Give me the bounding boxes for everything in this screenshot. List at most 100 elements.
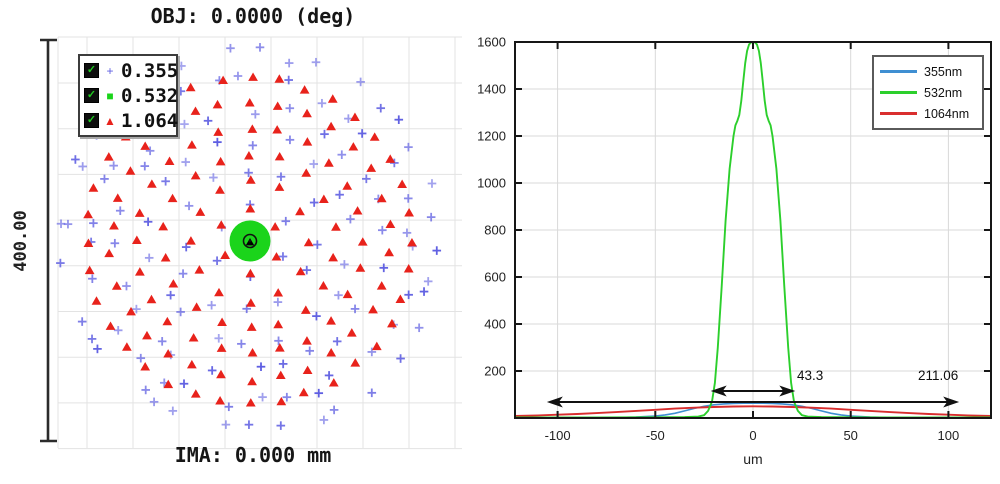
spot-point-triangle [83,209,93,219]
spot-point-plus [145,146,155,156]
curve-355nm [515,402,991,418]
spot-point-triangle [274,182,285,191]
spot-point-triangle [214,287,224,297]
spot-point-triangle [298,387,309,397]
spot-point-triangle [216,369,226,379]
spot-point-plus [346,214,355,224]
spot-point-triangle [272,125,283,134]
legend-row-1064[interactable]: ✓ ▲ 1.064 [84,108,178,133]
spot-point-plus [367,388,377,398]
spot-point-triangle [350,112,360,121]
spot-point-triangle [246,322,257,331]
spot-point-plus [251,109,260,119]
spot-point-triangle [213,127,224,136]
spot-point-triangle [195,207,206,216]
spot-point-triangle [273,288,284,297]
spot-point-plus [181,157,191,167]
spot-point-triangle [384,247,394,257]
spot-point-plus [168,406,178,416]
spot-point-triangle [275,370,286,380]
wavelength-legend-box: ✓ + 0.355 ✓ ■ 0.532 ✓ ▲ 1.064 [78,54,178,137]
spot-point-triangle [397,179,408,188]
legend-row-532nm: 532nm [880,82,976,103]
spot-point-triangle [217,317,227,326]
spot-point-plus [396,354,405,363]
spot-point-plus [115,206,125,215]
spot-point-plus [149,397,159,407]
spot-point-plus [178,269,188,278]
spot-point-plus [350,304,360,314]
spot-point-triangle [248,72,258,81]
spot-point-triangle [302,108,312,118]
square-marker-icon: ■ [106,88,114,103]
plus-marker-icon: + [106,63,114,78]
y-tick-label: 1200 [477,129,506,144]
x-axis-label: um [743,451,763,467]
spot-point-triangle [331,222,341,231]
spot-point-triangle [142,330,152,340]
spot-point-plus [362,174,371,184]
spot-point-triangle [125,166,136,175]
scale-bar [40,38,57,443]
spot-point-plus [214,334,224,343]
spot-point-triangle [215,156,226,166]
spot-point-triangle [187,140,197,149]
spot-point-triangle [247,348,258,357]
spot-point-plus [278,252,288,261]
measurement-arrows [546,385,960,408]
spot-point-triangle [404,208,414,217]
spot-point-plus [161,176,170,186]
spot-point-triangle [295,266,306,276]
spot-point-triangle [342,181,353,190]
spot-point-plus [423,277,433,286]
spot-point-plus [176,307,185,317]
spot-point-plus [184,201,194,211]
spot-point-triangle [342,289,353,299]
legend-row-532[interactable]: ✓ ■ 0.532 [84,83,178,108]
spot-point-plus [110,238,120,248]
spot-point-plus [426,212,436,222]
spot-point-plus [93,344,102,354]
spot-point-plus [132,304,141,314]
arrow-head-left [546,396,563,408]
red-line-swatch [880,112,917,115]
y-tick-label: 200 [484,364,506,379]
spot-point-plus [320,129,329,139]
spot-point-plus [113,326,123,335]
checkbox-checked-icon[interactable]: ✓ [84,88,99,103]
spot-point-plus [212,256,222,266]
spot-point-plus [87,334,97,344]
spot-point-triangle [146,179,157,188]
spot-point-triangle [216,343,227,352]
checkbox-checked-icon[interactable]: ✓ [84,113,99,128]
spot-point-triangle [274,151,285,161]
spot-point-triangle [376,281,387,290]
spot-point-triangle [190,389,201,398]
spot-point-triangle [328,378,339,387]
spot-point-plus [78,162,87,171]
spot-point-triangle [212,99,223,109]
spot-point-triangle [215,185,225,194]
checkbox-checked-icon[interactable]: ✓ [84,63,99,78]
spot-point-plus [88,274,97,284]
y-tick-label: 800 [484,223,506,238]
spot-point-plus [309,198,319,207]
spot-point-plus [376,103,386,113]
spot-point-plus [357,129,367,138]
spot-point-triangle [194,265,205,274]
spot-point-triangle [385,154,396,163]
legend-row-355[interactable]: ✓ + 0.355 [84,58,178,83]
spot-point-plus [179,379,189,389]
spot-point-triangle [271,252,282,261]
spot-point-plus [324,371,334,380]
spot-point-plus [402,228,412,238]
spot-point-plus [255,43,265,52]
beam-width-annotation-green: 43.3 [797,368,824,383]
spot-point-plus [56,258,65,268]
spot-point-plus [157,337,167,346]
spot-532-center [229,220,271,262]
spot-point-triangle [135,267,145,276]
spot-point-plus [122,281,131,291]
spot-point-triangle [244,151,254,160]
spot-point-plus [276,421,286,430]
